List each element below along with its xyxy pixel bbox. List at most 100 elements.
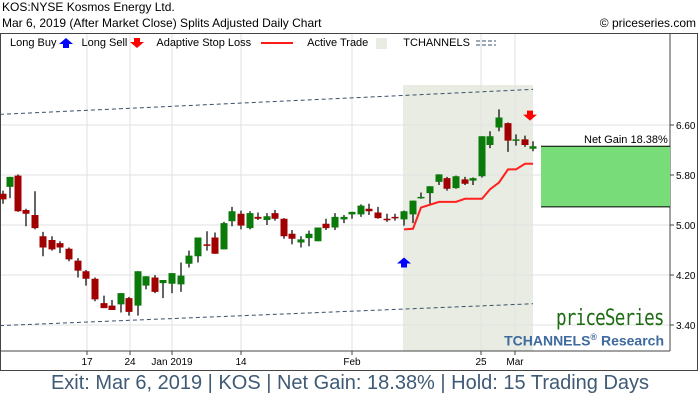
candle-down: [254, 216, 262, 219]
candle-up: [263, 216, 271, 220]
y-tick-label: 5.80: [676, 171, 696, 182]
candle-down: [461, 179, 469, 184]
candle-up: [417, 196, 425, 199]
candle-down: [365, 208, 373, 212]
candle-up: [168, 273, 176, 284]
candle-up: [400, 211, 408, 220]
candle-up: [220, 223, 228, 250]
legend-long-buy: Long Buy: [10, 37, 74, 49]
candle-up: [340, 216, 348, 220]
candle-down: [74, 260, 82, 271]
legend-active-trade-label: Active Trade: [307, 37, 369, 49]
candle-down: [65, 248, 73, 260]
candle-down: [391, 216, 399, 219]
y-tick-label: 4.20: [676, 271, 696, 282]
candle-down: [125, 298, 133, 312]
priceseries-watermark: priceSeries: [556, 306, 665, 331]
candle-down: [14, 175, 22, 212]
candle-up: [529, 146, 537, 149]
candle-down: [48, 240, 56, 250]
candle-down: [271, 213, 279, 219]
candle-up: [297, 239, 305, 243]
trade-summary-footer: Exit: Mar 6, 2019 | KOS | Net Gain: 18.3…: [50, 372, 650, 394]
chart-title: KOS:NYSE Kosmos Energy Ltd.: [2, 0, 175, 14]
candle-up: [194, 237, 202, 257]
candle-down: [31, 215, 39, 229]
candle-up: [159, 280, 167, 284]
candle-up: [357, 205, 365, 215]
chart-frame: [0, 33, 698, 371]
candle-down: [383, 218, 391, 221]
candle-up: [435, 174, 443, 182]
candle-down: [82, 271, 90, 279]
candle-down: [322, 223, 330, 229]
net-gain-label: Net Gain 18.38%: [584, 134, 668, 146]
candle-down: [443, 178, 451, 189]
dashed-line-icon: [475, 40, 496, 46]
candle-down: [56, 243, 64, 248]
candle-up: [228, 211, 236, 222]
candle-down: [521, 139, 529, 145]
legend-stop-loss-label: Adaptive Stop Loss: [156, 37, 252, 49]
y-tick-label: 5.00: [676, 221, 696, 232]
stop-line-icon: [261, 42, 294, 44]
x-tick-label: Mar: [506, 357, 524, 368]
x-tick-label: Jan 2019: [151, 357, 193, 368]
registered-mark: ®: [590, 332, 598, 342]
candlestick-chart: 3.40 4.20 5.00 5.80 6.60 17 24 Jan 2019 14 Feb 25 M…: [0, 34, 696, 368]
down-arrow-icon: [130, 38, 145, 48]
candle-down: [237, 213, 245, 226]
candle-down: [374, 212, 382, 219]
watermark-research: Research: [597, 332, 664, 349]
net-gain-box: [541, 146, 670, 207]
candle-up: [348, 211, 356, 215]
active-trade-swatch-icon: [376, 37, 388, 49]
legend-active-trade: Active Trade: [307, 37, 388, 49]
legend-long-sell-label: Long Sell: [81, 37, 128, 49]
candle-up: [177, 275, 185, 285]
x-tick-label: 17: [81, 357, 93, 368]
adaptive-stop-loss-line: [403, 162, 533, 231]
x-tick-label: Feb: [343, 357, 361, 368]
legend-long-buy-label: Long Buy: [10, 37, 57, 49]
candle-up: [305, 233, 313, 239]
candle-down: [288, 233, 296, 239]
y-tick-label: 6.60: [676, 121, 696, 132]
candle-down: [151, 277, 159, 292]
candle-up: [495, 117, 503, 128]
legend: Long Buy Long Sell Adaptive Stop Loss Ac…: [10, 37, 498, 49]
x-tick-label: 14: [235, 357, 247, 368]
long-sell-arrow-icon: [523, 110, 537, 121]
candle-up: [331, 216, 339, 228]
y-tick-label: 3.40: [676, 321, 696, 332]
candle-down: [39, 236, 47, 248]
candle-up: [512, 139, 520, 141]
long-buy-arrow-icon: [397, 257, 411, 268]
legend-stop-loss: Adaptive Stop Loss: [156, 37, 297, 49]
candle-up: [469, 178, 477, 181]
legend-long-sell: Long Sell: [81, 37, 145, 49]
candle-down: [22, 210, 30, 214]
candle-up: [134, 271, 142, 306]
candle-up: [409, 200, 417, 215]
candle-down: [100, 303, 108, 309]
candle-down: [0, 193, 7, 200]
candle-up: [185, 255, 193, 264]
candle-up: [314, 227, 322, 242]
tchannel-upper: [0, 88, 534, 115]
chart-subtitle: Mar 6, 2019 (After Market Close) Splits …: [2, 16, 322, 30]
legend-tchannels-label: TCHANNELS: [403, 37, 470, 49]
candle-up: [246, 213, 254, 229]
candle-down: [504, 123, 512, 141]
tchannel-lower: [0, 303, 534, 327]
candle-up: [6, 176, 14, 187]
watermark-tchannels: TCHANNELS: [504, 332, 591, 349]
candle-up: [486, 136, 494, 145]
candle-up: [452, 176, 460, 189]
candle-down: [91, 278, 99, 300]
x-tick-label: 25: [475, 357, 487, 368]
copyright: © priceseries.com: [599, 16, 696, 30]
candle-up: [426, 186, 434, 194]
up-arrow-icon: [59, 38, 74, 48]
x-tick-label: 24: [124, 357, 136, 368]
